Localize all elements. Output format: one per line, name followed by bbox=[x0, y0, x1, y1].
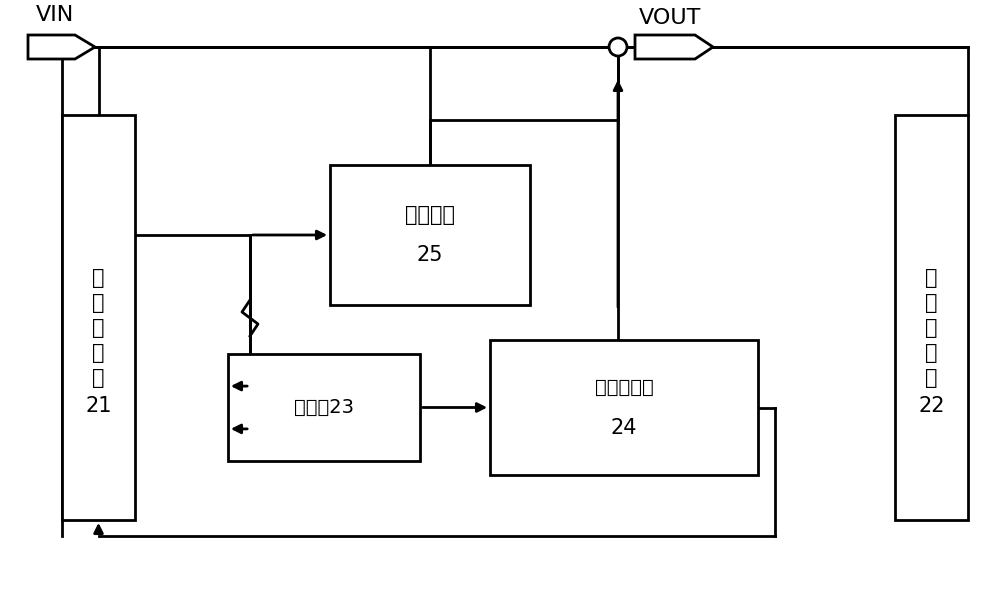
Text: 电: 电 bbox=[925, 317, 938, 338]
Text: 主体模块: 主体模块 bbox=[405, 205, 455, 225]
Text: 第: 第 bbox=[92, 267, 105, 288]
Text: 24: 24 bbox=[611, 418, 637, 437]
Bar bbox=[895, 115, 968, 520]
Polygon shape bbox=[28, 35, 95, 59]
Text: VIN: VIN bbox=[36, 5, 74, 25]
Text: 阻: 阻 bbox=[92, 342, 105, 362]
Text: 串: 串 bbox=[925, 368, 938, 387]
Polygon shape bbox=[635, 35, 713, 59]
Text: 一: 一 bbox=[92, 293, 105, 312]
Text: 第: 第 bbox=[925, 267, 938, 288]
Bar bbox=[490, 340, 758, 475]
Text: 串: 串 bbox=[92, 368, 105, 387]
Text: 阻: 阻 bbox=[925, 342, 938, 362]
Text: 21: 21 bbox=[85, 395, 112, 416]
Circle shape bbox=[609, 38, 627, 56]
Text: 二: 二 bbox=[925, 293, 938, 312]
Text: 逻辑控制器: 逻辑控制器 bbox=[595, 378, 653, 397]
Bar bbox=[228, 354, 420, 461]
Text: 比较器23: 比较器23 bbox=[294, 398, 354, 417]
Bar bbox=[330, 165, 530, 305]
Text: 电: 电 bbox=[92, 317, 105, 338]
Bar bbox=[62, 115, 135, 520]
Text: VOUT: VOUT bbox=[639, 8, 701, 28]
Text: 22: 22 bbox=[918, 395, 945, 416]
Text: 25: 25 bbox=[417, 245, 443, 265]
